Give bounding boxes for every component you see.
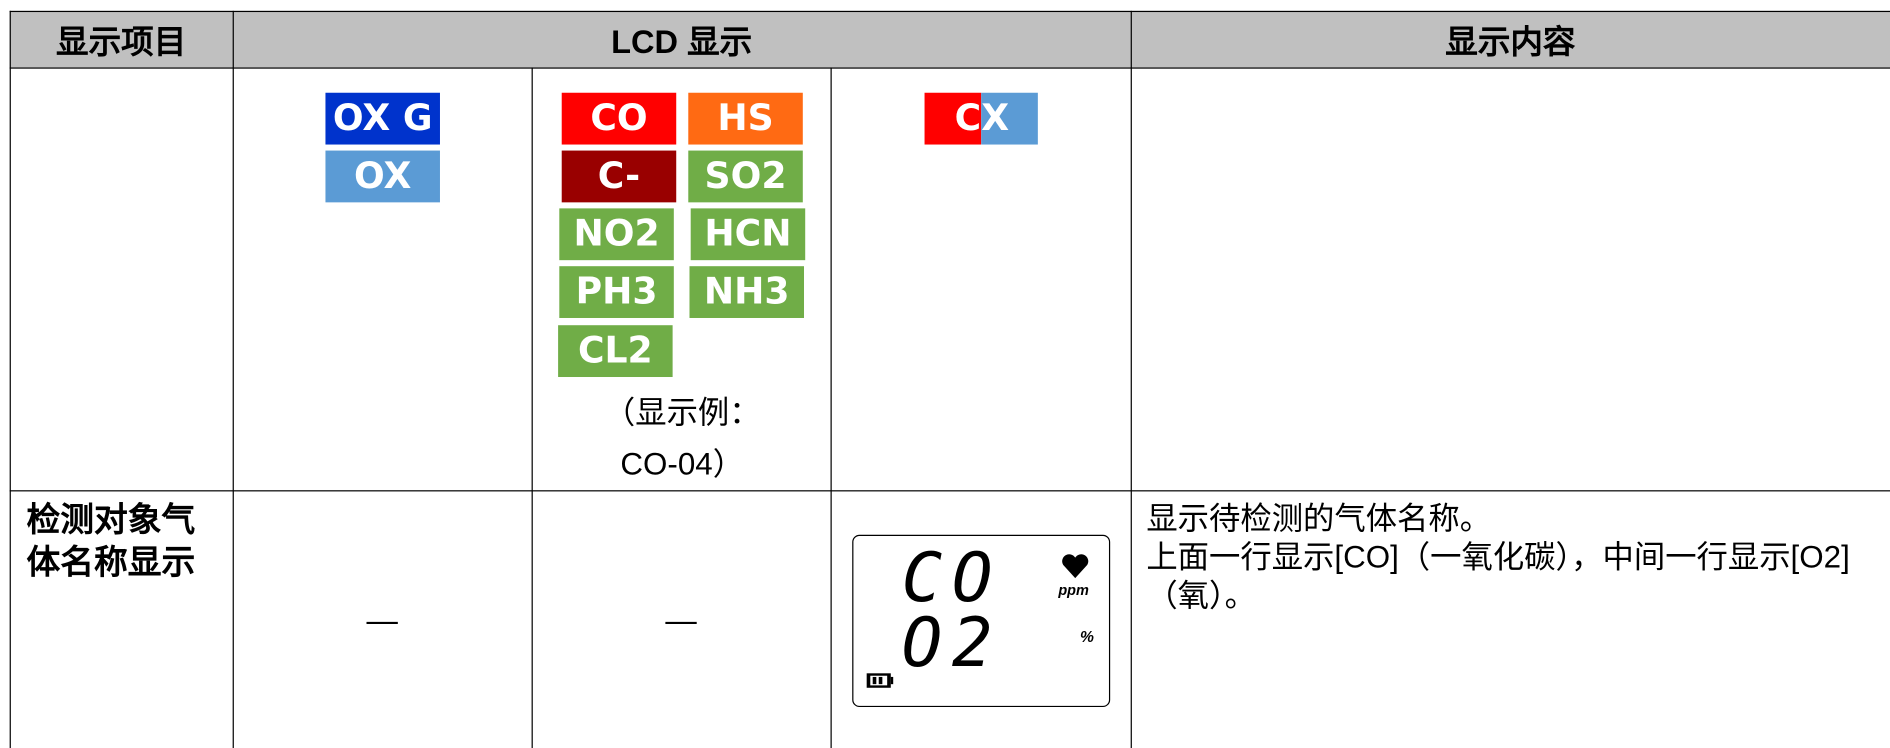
border xyxy=(9,67,1890,69)
unit: % xyxy=(1080,627,1094,646)
gas-badge: CO xyxy=(561,92,677,145)
header-cell: 显示项目 xyxy=(9,10,233,68)
gas-badge: OX xyxy=(325,150,440,203)
badge-part: C xyxy=(924,92,982,145)
dash: — xyxy=(665,602,697,639)
heart-icon xyxy=(1062,554,1089,579)
note: （显示例： xyxy=(603,393,761,431)
border xyxy=(1130,10,1132,748)
border xyxy=(9,10,1890,13)
border xyxy=(9,10,11,748)
cx-badge: C X xyxy=(924,92,1038,145)
description-line: 上面一行显示[CO]（一氧化碳），中间一行显示[O2]（氧）。 xyxy=(1146,538,1850,614)
header-cell: 显示内容 xyxy=(1130,10,1890,68)
description-line: 显示待检测的气体名称。 xyxy=(1146,499,1492,537)
unit: ppm xyxy=(1058,581,1089,599)
gas-badge: NO2 xyxy=(559,208,674,261)
gas-badge: HS xyxy=(688,92,803,145)
row-label: 检测对象气体名称显示 xyxy=(26,501,196,581)
gas-badge: NH3 xyxy=(689,266,805,318)
gas-badge: OX G xyxy=(325,92,440,145)
border xyxy=(9,490,1890,492)
gas-badge: PH3 xyxy=(559,266,674,318)
header-cell: LCD 显示 xyxy=(232,10,1131,68)
lcd-line: CO xyxy=(901,539,1003,618)
gas-badge: CL2 xyxy=(558,325,673,378)
lcd-line: O2 xyxy=(901,604,1003,683)
badge-part: X xyxy=(981,92,1038,145)
lcd: CO O2 ppm % xyxy=(852,534,1111,708)
note: CO-04） xyxy=(620,445,745,482)
border xyxy=(531,67,533,748)
gas-badge: HCN xyxy=(690,208,806,261)
gas-badge: C- xyxy=(561,150,677,203)
dash: — xyxy=(366,602,398,639)
battery-icon xyxy=(866,673,894,688)
description: 显示待检测的气体名称。 上面一行显示[CO]（一氧化碳），中间一行显示[O2]（… xyxy=(1146,499,1884,615)
border xyxy=(830,67,832,748)
gas-badge: SO2 xyxy=(688,150,803,203)
border xyxy=(232,10,234,748)
